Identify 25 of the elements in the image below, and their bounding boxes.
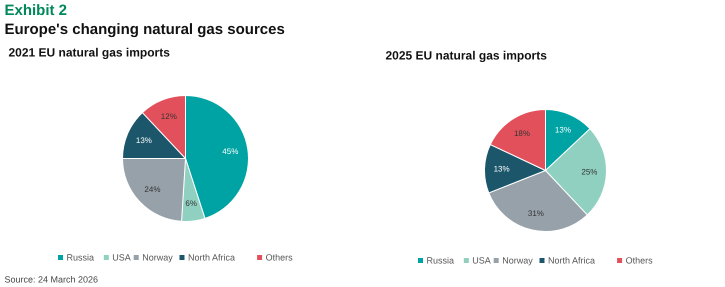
legend-label: Norway — [142, 252, 174, 262]
legend-label: Others — [266, 252, 294, 262]
data-label: 24% — [144, 185, 160, 194]
legend-label: Norway — [502, 256, 534, 266]
data-label: 31% — [528, 208, 544, 218]
data-label: 45% — [222, 146, 238, 156]
data-label: 12% — [160, 112, 177, 121]
legend-label: North Africa — [548, 256, 596, 266]
source-note: Source: 24 March 2026 — [4, 274, 98, 284]
legend-label: North Africa — [188, 252, 236, 262]
chart-title: 2025 EU natural gas imports — [386, 48, 548, 62]
data-label: 6% — [185, 199, 197, 208]
legend-label: Russia — [66, 252, 94, 262]
data-label: 13% — [554, 126, 571, 135]
text: Exhibit 2 — [4, 2, 68, 19]
text: Europe's changing natural gas sources — [4, 21, 285, 38]
data-label: 13% — [494, 164, 510, 174]
legend-label: Russia — [426, 256, 454, 266]
data-label: 25% — [581, 167, 598, 176]
legend-label: USA — [472, 256, 491, 266]
chart-title: 2021 EU natural gas imports — [8, 46, 170, 60]
data-label: 18% — [514, 128, 530, 138]
legend-label: USA — [112, 252, 131, 262]
data-label: 13% — [136, 136, 152, 145]
legend-label: Others — [626, 256, 654, 266]
